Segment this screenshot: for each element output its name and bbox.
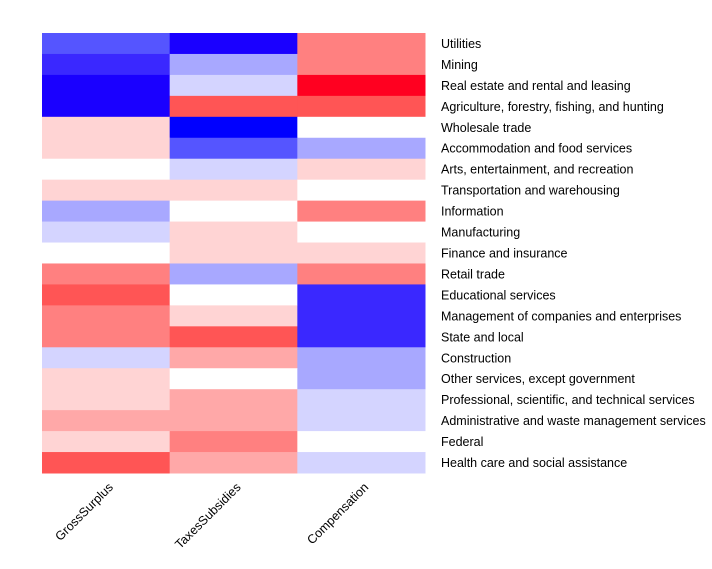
row-label: Manufacturing <box>441 226 520 240</box>
row-label: Finance and insurance <box>441 247 568 261</box>
heatmap-cell <box>297 221 426 244</box>
heatmap-cell <box>169 33 298 55</box>
row-label: Real estate and rental and leasing <box>441 79 631 93</box>
heatmap-cell <box>169 95 298 118</box>
heatmap-cell <box>297 368 426 390</box>
row-label: Agriculture, forestry, fishing, and hunt… <box>441 100 664 114</box>
row-label: Information <box>441 205 504 219</box>
heatmap-cell <box>169 305 298 327</box>
heatmap-cell <box>169 431 298 453</box>
column-label: GrossSurplus <box>53 480 116 543</box>
heatmap-cell <box>297 452 426 474</box>
heatmap-cell <box>169 368 298 390</box>
heatmap-cell <box>42 53 171 76</box>
heatmap-cell <box>297 389 426 411</box>
heatmap-cell <box>42 263 171 285</box>
heatmap-cell <box>169 326 298 348</box>
heatmap-cell <box>42 137 171 160</box>
heatmap-cell <box>169 452 298 474</box>
heatmap-cell <box>42 95 171 118</box>
heatmap-cell <box>42 305 171 327</box>
heatmap-cell <box>169 116 298 139</box>
heatmap-cell <box>169 242 298 264</box>
heatmap-cell <box>297 137 426 160</box>
heatmap-cell <box>42 242 171 264</box>
heatmap-cell <box>169 74 298 97</box>
heatmap-cell <box>297 33 426 55</box>
row-label: Professional, scientific, and technical … <box>441 393 695 407</box>
heatmap-cell <box>169 179 298 202</box>
heatmap-cell <box>42 326 171 348</box>
heatmap-cell <box>297 158 426 181</box>
heatmap-cell <box>42 452 171 474</box>
heatmap-cell <box>297 95 426 118</box>
heatmap-cell <box>297 200 426 223</box>
row-label: Administrative and waste management serv… <box>441 414 706 428</box>
heatmap-cell <box>42 410 171 432</box>
heatmap-cell <box>297 431 426 453</box>
row-label: Construction <box>441 351 511 365</box>
heatmap-cell <box>42 368 171 390</box>
heatmap-cell <box>169 263 298 285</box>
heatmap-cell <box>297 263 426 285</box>
heatmap-cell <box>42 179 171 202</box>
row-label: Mining <box>441 58 478 72</box>
column-label: TaxesSubsidies <box>172 480 243 551</box>
heatmap-cell <box>297 410 426 432</box>
column-label: Compensation <box>304 480 371 547</box>
row-label: Arts, entertainment, and recreation <box>441 163 634 177</box>
heatmap-cell <box>169 158 298 181</box>
row-label: Accommodation and food services <box>441 142 632 156</box>
heatmap-cell <box>42 33 171 55</box>
row-label: Management of companies and enterprises <box>441 309 681 323</box>
heatmap-cell <box>297 53 426 76</box>
heatmap-cell <box>297 305 426 327</box>
row-label: Utilities <box>441 37 481 51</box>
heatmap-cell <box>169 284 298 306</box>
heatmap-cell <box>297 242 426 264</box>
heatmap-cell <box>297 347 426 369</box>
row-label: Educational services <box>441 288 556 302</box>
row-label: Health care and social assistance <box>441 456 627 470</box>
heatmap-cell <box>169 389 298 411</box>
row-label: Federal <box>441 435 483 449</box>
heatmap-cell <box>42 389 171 411</box>
heatmap-cell <box>42 200 171 223</box>
heatmap-cell <box>42 284 171 306</box>
row-label: Retail trade <box>441 267 505 281</box>
heatmap-cell <box>169 347 298 369</box>
heatmap-cell <box>169 53 298 76</box>
heatmap-cell <box>297 116 426 139</box>
heatmap-cell <box>297 74 426 97</box>
heatmap-cell <box>42 116 171 139</box>
heatmap-cell <box>169 221 298 244</box>
row-label: Wholesale trade <box>441 121 531 135</box>
heatmap-cell <box>42 221 171 244</box>
row-label: State and local <box>441 330 524 344</box>
heatmap-cell <box>297 326 426 348</box>
heatmap-cell <box>169 200 298 223</box>
heatmap-cell <box>42 347 171 369</box>
heatmap-cell <box>42 74 171 97</box>
heatmap-cell <box>297 179 426 202</box>
heatmap-cell <box>297 284 426 306</box>
heatmap-cell <box>42 158 171 181</box>
row-label: Transportation and warehousing <box>441 184 620 198</box>
heatmap-cell <box>169 137 298 160</box>
heatmap-cell <box>169 410 298 432</box>
heatmap-cell <box>42 431 171 453</box>
row-label: Other services, except government <box>441 372 635 386</box>
